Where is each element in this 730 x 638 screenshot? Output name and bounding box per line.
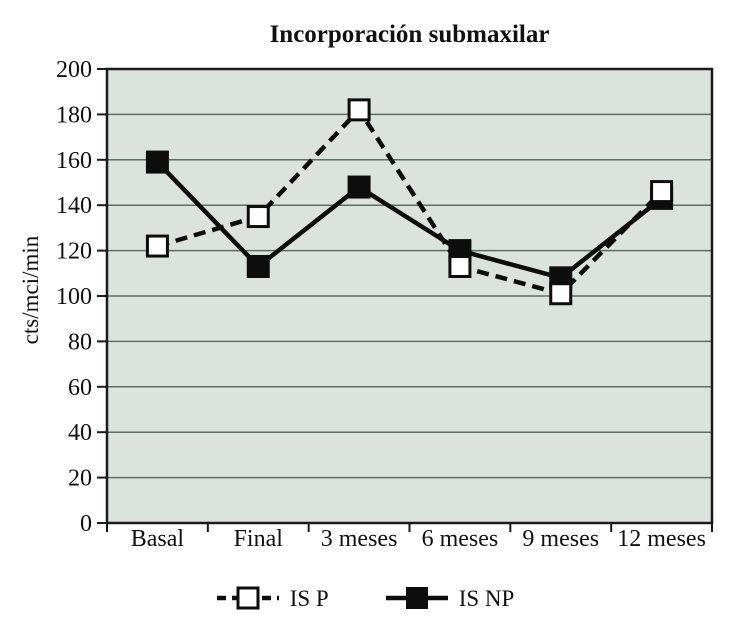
y-tick-label: 0	[80, 511, 92, 537]
y-tick-label: 100	[56, 284, 92, 310]
data-marker-is-p	[347, 98, 371, 122]
solid-black-square-marker-icon	[385, 587, 448, 609]
legend-label-is-p: IS P	[289, 585, 329, 611]
y-tick-label: 60	[68, 375, 92, 401]
chart-title: Incorporación submaxilar	[269, 21, 550, 48]
legend-label-is-np: IS NP	[458, 585, 515, 611]
x-category-label: 12 meses	[617, 526, 706, 552]
data-marker-is-p	[448, 254, 472, 278]
legend: IS P IS NP	[0, 583, 730, 614]
x-category-label: 3 meses	[321, 526, 398, 552]
plot-area: 0 20 40 60 80 100 120 140 160 180 200 Basal Final 3 m…	[56, 57, 714, 552]
legend-item-is-p: IS P	[216, 583, 329, 614]
data-marker-is-np	[246, 254, 270, 278]
x-category-label: 6 meses	[422, 526, 499, 552]
data-marker-is-p	[145, 234, 169, 258]
y-tick-label: 200	[56, 57, 92, 83]
series-line-is-np	[155, 160, 663, 281]
data-marker-is-np	[347, 175, 371, 199]
y-tick-label: 180	[56, 102, 92, 128]
data-marker-is-p	[549, 282, 573, 306]
y-tick-label: 40	[68, 420, 92, 446]
x-category-label: 9 meses	[522, 526, 599, 552]
y-tick-label: 140	[56, 193, 92, 219]
data-marker-is-p	[650, 180, 674, 204]
dashed-white-square-marker-icon	[216, 586, 279, 610]
data-marker-is-p	[246, 205, 270, 229]
y-tick-label: 80	[68, 329, 92, 355]
y-tick-label: 120	[56, 239, 92, 265]
y-tick-label: 160	[56, 148, 92, 174]
y-tick-label: 20	[68, 466, 92, 492]
x-category-label: Basal	[131, 526, 185, 552]
x-category-label: Final	[234, 526, 284, 552]
series-line-is-p	[156, 106, 664, 297]
data-marker-is-np	[145, 150, 169, 174]
legend-item-is-np: IS NP	[385, 583, 515, 614]
